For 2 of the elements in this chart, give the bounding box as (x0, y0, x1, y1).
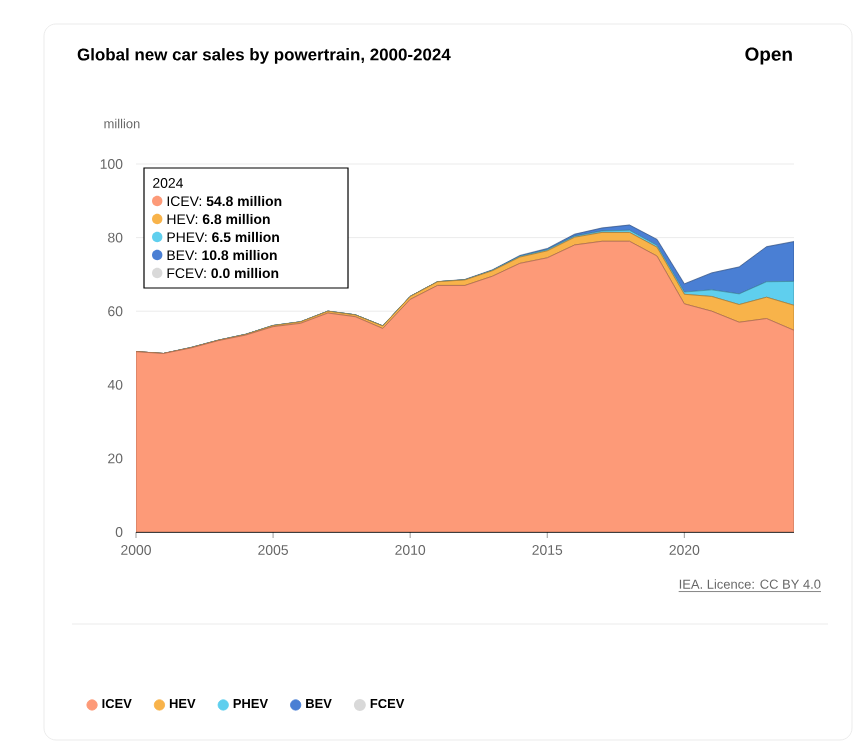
chart-title: Global new car sales by powertrain, 2000-2024 (77, 48, 451, 64)
text: Open (745, 47, 792, 65)
